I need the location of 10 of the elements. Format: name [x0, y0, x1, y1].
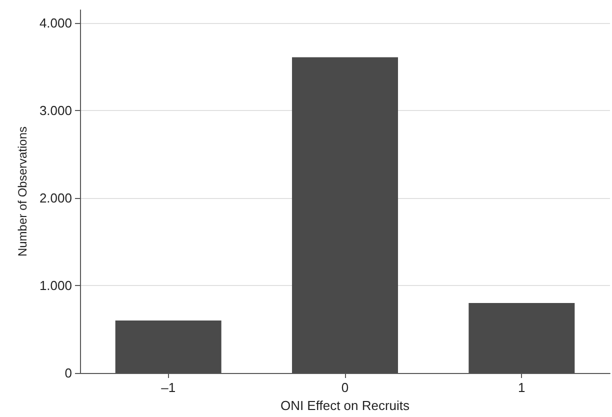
y-tick-label: 1.000 — [39, 278, 72, 294]
y-axis-title: Number of Observations — [16, 126, 30, 257]
x-tick-label: 0 — [341, 380, 349, 395]
y-tick-label: 3.000 — [39, 103, 72, 118]
y-tick-label: 4.000 — [39, 16, 72, 31]
x-axis-title: ONI Effect on Recruits — [280, 398, 410, 413]
x-tick-label: –1 — [161, 380, 176, 395]
y-tick-label: 0 — [64, 366, 72, 380]
y-tick-label: 2.000 — [39, 190, 72, 206]
x-tick-label: 1 — [518, 380, 526, 395]
